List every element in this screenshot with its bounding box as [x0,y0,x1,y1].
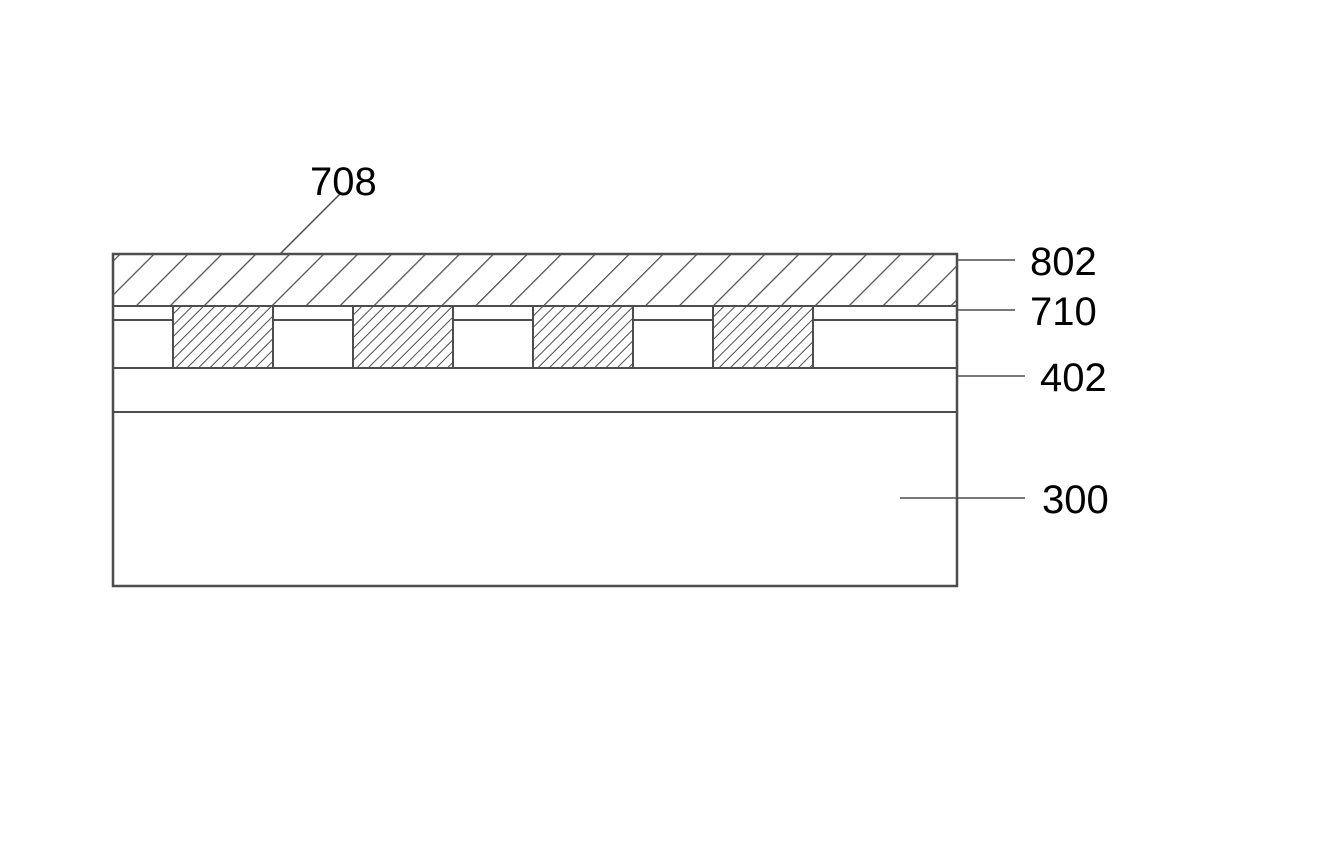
diagram-container [0,0,1335,847]
label-402: 402 [1040,356,1107,401]
label-710: 710 [1030,290,1097,335]
label-300: 300 [1042,478,1109,523]
label-708: 708 [310,160,377,205]
cross-section-diagram [0,0,1335,842]
label-802: 802 [1030,240,1097,285]
